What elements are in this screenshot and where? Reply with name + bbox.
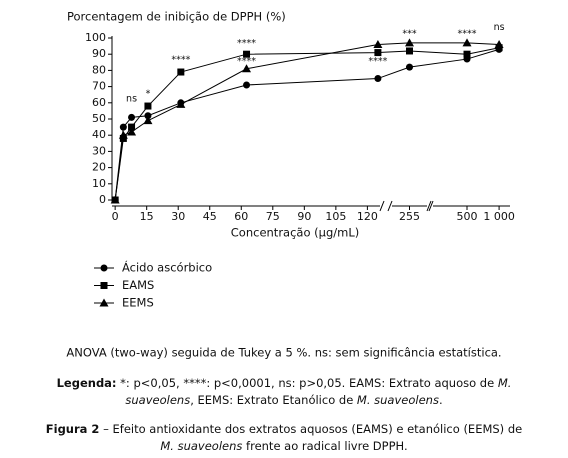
axis-break <box>428 200 434 212</box>
y-tick-label: 10 <box>92 177 106 190</box>
figure-caption-line: M. suaveolens frente ao radical livre DP… <box>160 439 407 453</box>
axis-break <box>426 200 432 212</box>
x-tick-label: 60 <box>234 210 248 223</box>
legend-note-line: suaveolens, EEMS: Extrato Etanólico de M… <box>125 393 442 407</box>
y-tick-label: 40 <box>92 128 106 141</box>
figure-text: – Efeito antioxidante dos extratos aquos… <box>99 422 522 436</box>
figure-caption-line: Figura 2 – Efeito antioxidante dos extra… <box>46 422 522 436</box>
legend-text: *: p<0,05, ****: p<0,0001, ns: p>0,05. E… <box>117 376 498 390</box>
marker <box>110 195 120 204</box>
annotation: **** <box>237 38 256 49</box>
marker <box>143 116 153 125</box>
annotation: ns <box>126 93 137 104</box>
marker <box>118 130 128 139</box>
series-line <box>114 42 500 201</box>
marker <box>374 75 382 82</box>
marker <box>494 39 504 48</box>
y-tick-label: 20 <box>92 161 106 174</box>
x-tick-label: 105 <box>325 210 346 223</box>
marker <box>373 39 383 48</box>
species: M. <box>498 376 512 390</box>
marker <box>176 99 186 108</box>
legend-label: EAMS <box>122 278 154 292</box>
figure-text: frente ao radical livre DPPH. <box>242 439 407 453</box>
annotation: **** <box>458 29 477 40</box>
marker <box>144 102 152 110</box>
series-line <box>114 47 500 201</box>
y-tick-label: 0 <box>99 193 106 206</box>
annotation: **** <box>237 56 256 67</box>
marker <box>177 68 185 76</box>
x-tick-label: 120 <box>357 210 378 223</box>
marker <box>406 47 413 55</box>
legend-text: . <box>439 393 443 407</box>
species: M. suaveolens <box>357 393 439 407</box>
axis-break <box>387 200 393 212</box>
legend-note-line: Legenda: *: p<0,05, ****: p<0,0001, ns: … <box>57 376 512 390</box>
anova-note: ANOVA (two-way) seguida de Tukey a 5 %. … <box>66 346 501 360</box>
marker <box>463 50 471 58</box>
marker <box>144 112 152 120</box>
marker <box>127 127 137 136</box>
x-tick-label: 90 <box>297 210 311 223</box>
legend-head: Legenda: <box>57 376 117 390</box>
x-tick-label: 1 000 <box>483 210 515 223</box>
marker <box>243 50 251 58</box>
annotation: ns <box>494 22 505 33</box>
y-tick-label: 70 <box>92 80 106 93</box>
y-tick-label: 60 <box>92 96 106 109</box>
annotation: *** <box>402 29 417 40</box>
y-tick-label: 100 <box>85 31 106 44</box>
annotation: **** <box>368 56 387 67</box>
x-axis-label: Concentração (µg/mL) <box>231 226 359 240</box>
y-tick-label: 80 <box>92 63 106 76</box>
marker <box>100 282 108 289</box>
axis-break <box>379 200 385 212</box>
annotation: **** <box>171 54 190 65</box>
x-tick-label: 30 <box>171 210 185 223</box>
x-tick-label: 500 <box>457 210 478 223</box>
x-tick-label: 45 <box>203 210 217 223</box>
marker <box>100 264 108 272</box>
x-tick-label: 15 <box>140 210 154 223</box>
x-tick-label: 0 <box>112 210 119 223</box>
x-tick-label: 75 <box>266 210 280 223</box>
legend-text: , EEMS: Extrato Etanólico de <box>190 393 357 407</box>
figure-head: Figura 2 <box>46 422 100 436</box>
y-tick-label: 50 <box>92 112 106 125</box>
marker <box>243 81 251 89</box>
marker <box>406 63 413 71</box>
species: M. suaveolens <box>160 439 242 453</box>
y-tick-label: 90 <box>92 47 106 60</box>
legend-label: Ácido ascórbico <box>122 260 212 275</box>
marker <box>405 38 414 47</box>
x-tick-label: 255 <box>399 210 420 223</box>
marker <box>462 38 472 47</box>
marker <box>99 298 109 307</box>
annotation: * <box>146 88 151 99</box>
chart-title: Porcentagem de inibição de DPPH (%) <box>67 10 286 24</box>
marker <box>128 123 136 131</box>
marker <box>128 113 136 121</box>
series-line <box>114 48 500 201</box>
marker <box>242 64 252 73</box>
legend-label: EEMS <box>122 296 154 310</box>
y-tick-label: 30 <box>92 144 106 157</box>
species: suaveolens <box>125 393 190 407</box>
marker <box>374 49 382 57</box>
marker <box>119 123 127 131</box>
